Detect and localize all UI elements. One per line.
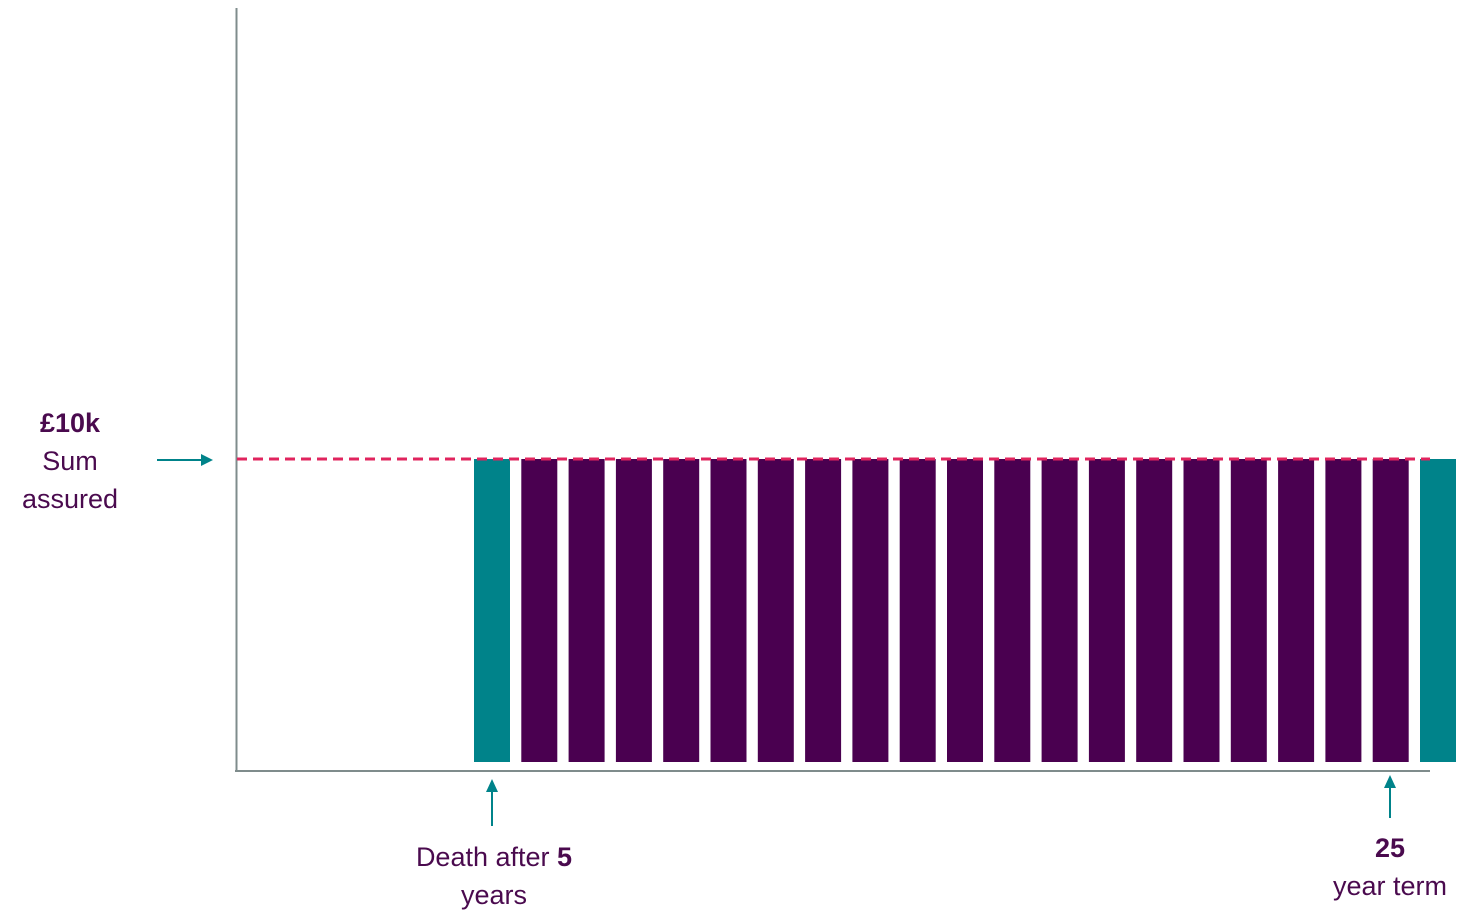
sum-assured-text-line1: Sum: [42, 446, 98, 476]
death-label-prefix: Death after: [415, 842, 550, 872]
bar-year-16: [994, 459, 1031, 762]
term-label: 25 year term: [1310, 829, 1463, 905]
bar-year-24: [1372, 459, 1409, 762]
sum-assured-value: £10k: [39, 408, 101, 438]
bar-year-21: [1230, 459, 1267, 762]
bar-year-25: [1420, 459, 1456, 762]
death-label-suffix: years: [460, 880, 528, 910]
bar-year-6: [521, 459, 558, 762]
bar-year-11: [757, 459, 794, 762]
term-arrow-icon: [1384, 775, 1396, 818]
bar-year-8: [615, 459, 652, 762]
bar-year-13: [852, 459, 889, 762]
sum-assured-label: £10k Sum assured: [0, 404, 140, 518]
bar-year-14: [899, 459, 936, 762]
bar-year-10: [710, 459, 747, 762]
sum-assured-text-line2: assured: [21, 484, 119, 514]
bar-year-22: [1278, 459, 1315, 762]
bar-year-23: [1325, 459, 1362, 762]
bar-year-9: [663, 459, 700, 762]
death-arrow-icon: [486, 779, 498, 826]
bar-year-18: [1088, 459, 1125, 762]
bar-year-7: [568, 459, 605, 762]
sum-assured-arrow-icon: [157, 454, 213, 466]
death-label-year: 5: [557, 842, 573, 872]
bar-year-17: [1041, 459, 1078, 762]
bar-year-20: [1183, 459, 1220, 762]
bar-year-5: [474, 459, 510, 762]
bars-group: [474, 459, 1456, 762]
bar-year-15: [947, 459, 983, 762]
bar-year-19: [1136, 459, 1173, 762]
term-label-suffix: year term: [1332, 871, 1448, 901]
death-label: Death after 5 years: [374, 838, 614, 914]
bar-year-12: [805, 459, 842, 762]
term-label-years: 25: [1374, 833, 1406, 863]
